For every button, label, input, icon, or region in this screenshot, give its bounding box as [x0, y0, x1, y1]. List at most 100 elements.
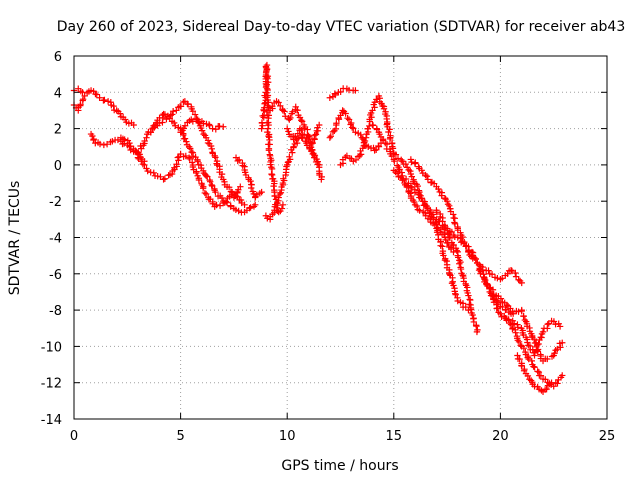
trail-marker [453, 247, 460, 254]
trail-marker [165, 172, 172, 179]
trail-marker [265, 147, 273, 154]
data-point [202, 190, 210, 198]
series-track-3 [70, 85, 86, 96]
trail-marker [439, 218, 446, 225]
trail-marker [261, 100, 268, 107]
series-track-8 [232, 154, 265, 201]
trail-marker [271, 192, 278, 200]
data-point [473, 328, 481, 336]
data-point [559, 339, 566, 346]
trail-marker [270, 182, 277, 190]
trail-marker [191, 111, 199, 118]
trail-marker [503, 301, 511, 309]
data-point [279, 201, 287, 209]
trail-marker [518, 362, 526, 370]
trail-marker [206, 122, 213, 129]
trail-marker [159, 114, 167, 122]
trail-marker [410, 198, 418, 206]
data-point [92, 139, 99, 147]
trail-marker [524, 354, 531, 361]
trail-marker [269, 103, 276, 110]
trail-marker [329, 128, 337, 136]
trail-marker [514, 337, 522, 344]
trail-marker [357, 131, 364, 139]
data-point [518, 279, 525, 287]
trail-marker [388, 152, 396, 160]
trail-marker [433, 209, 440, 216]
trail-marker [364, 125, 371, 132]
trail-marker [510, 320, 518, 327]
trail-marker [89, 132, 96, 140]
trail-marker [180, 98, 187, 106]
trail-marker [411, 160, 419, 167]
trail-marker [497, 295, 505, 302]
data-point [96, 94, 103, 101]
data-point [352, 129, 359, 136]
trail-marker [361, 137, 369, 145]
data-point [509, 310, 517, 317]
trail-marker [402, 175, 410, 183]
trail-marker [342, 110, 349, 117]
trail-marker [448, 228, 456, 236]
data-point [356, 152, 363, 160]
trail-marker [419, 198, 426, 205]
trail-marker [150, 169, 157, 176]
trail-marker [309, 146, 316, 154]
trail-marker [232, 206, 240, 214]
trail-marker [530, 335, 538, 343]
trail-marker [218, 194, 226, 202]
series-track-16 [369, 121, 481, 336]
trail-marker [212, 154, 219, 161]
trail-marker [265, 104, 272, 111]
trail-marker [193, 169, 200, 177]
data-point [326, 134, 334, 141]
trail-marker [312, 131, 320, 138]
trail-marker [281, 108, 288, 115]
trail-marker [516, 355, 523, 363]
trail-marker [469, 311, 476, 319]
y-tick-label: -6 [49, 268, 62, 283]
trail-marker [141, 161, 148, 169]
y-tick-label: -14 [41, 413, 62, 428]
data-point [220, 123, 227, 130]
trail-marker [482, 276, 489, 284]
trail-marker [213, 201, 220, 209]
trail-marker [200, 130, 207, 138]
y-tick-label: 4 [54, 86, 62, 101]
trail-marker [551, 350, 558, 357]
trail-marker [222, 198, 230, 205]
trail-marker [494, 299, 502, 307]
trail-marker [414, 182, 421, 190]
trail-marker [426, 216, 434, 223]
data-point [237, 183, 244, 190]
trail-marker [418, 167, 425, 174]
trail-marker [517, 342, 524, 349]
data-point [507, 266, 515, 274]
trail-marker [544, 355, 551, 363]
trail-marker [431, 221, 438, 229]
trail-marker [470, 318, 478, 326]
trail-marker [415, 190, 422, 198]
trail-marker [488, 271, 496, 278]
data-point [143, 134, 150, 141]
data-point [399, 158, 406, 165]
trail-marker [264, 111, 271, 119]
trail-marker [248, 184, 255, 192]
trail-marker [456, 260, 463, 267]
data-point [79, 89, 86, 96]
trail-marker [504, 270, 511, 277]
data-point [258, 125, 265, 132]
trail-marker [348, 124, 356, 131]
trail-marker [407, 190, 414, 197]
trail-marker [450, 282, 457, 289]
trail-marker [440, 252, 447, 259]
data-point [220, 199, 227, 207]
trail-marker [524, 339, 531, 346]
trail-marker [509, 317, 516, 324]
trail-marker [344, 114, 351, 122]
trail-marker [282, 113, 289, 120]
data-point [309, 139, 316, 147]
trail-marker [234, 157, 241, 165]
data-point [241, 201, 248, 209]
trail-marker [402, 160, 410, 168]
